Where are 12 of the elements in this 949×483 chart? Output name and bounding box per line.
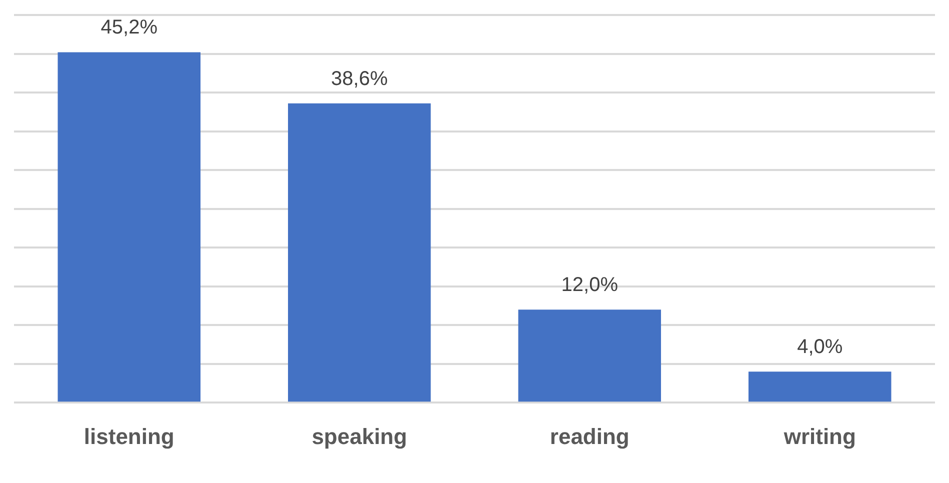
bar (748, 372, 892, 402)
bar (58, 52, 201, 402)
x-tick-label: reading (550, 424, 630, 449)
data-label: 45,2% (100, 16, 158, 39)
x-tick-label: writing (782, 424, 856, 449)
x-tick-label: listening (84, 424, 174, 449)
data-label: 12,0% (561, 274, 618, 296)
data-label: 38,6% (331, 68, 388, 90)
bar (288, 103, 431, 402)
bar (518, 310, 662, 402)
x-tick-label: speaking (312, 424, 408, 449)
data-label: 4,0% (797, 336, 843, 358)
